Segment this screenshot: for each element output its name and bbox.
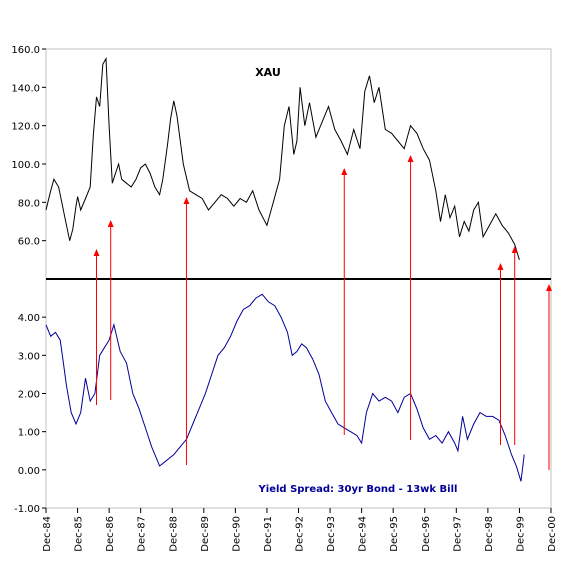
x-tick-label: Dec-92 [295,516,306,552]
x-tick-label: Dec-89 [200,516,211,552]
bottom-y-axis: 4.00 3.00 2.00 1.00 0.00 -1.00 [14,313,46,515]
yield-spread-series [45,293,525,482]
arrow-head [497,263,504,270]
top-plot-area [45,48,552,280]
x-tick-label: Dec-91 [263,516,274,552]
xau-series [45,56,520,260]
x-tick-label: Dec-90 [231,516,242,552]
top-y-tick-label: 120.0 [11,122,40,133]
arrows [93,155,552,470]
arrow-head [546,284,552,291]
x-tick-label: Dec-94 [358,516,369,552]
x-tick-label: Dec-96 [421,516,432,552]
x-tick-label: Dec-87 [137,516,148,552]
bottom-plot-area [45,278,552,509]
x-tick-label: Dec-88 [168,516,179,552]
x-tick-label: Dec-99 [515,516,526,552]
xau-line [45,56,520,260]
arrow-head [341,168,348,175]
x-tick-label: Dec-86 [105,516,116,552]
top-chart-title: XAU [255,66,281,79]
bottom-y-tick-label: 4.00 [18,313,40,324]
arrow-head [107,220,114,227]
bottom-y-tick-label: 2.00 [18,390,40,401]
top-y-tick-label: 60.0 [18,237,40,248]
x-tick-label: Dec-95 [389,516,400,552]
bottom-y-tick-label: -1.00 [14,504,40,515]
x-tick-label: Dec-84 [42,516,53,552]
top-y-tick-label: 100.0 [11,160,40,171]
yield-spread-line [45,293,525,482]
x-axis: Dec-84 Dec-85 Dec-86 Dec-87 Dec-88 Dec-89 Dec-… [42,508,558,552]
top-y-tick-label: 160.0 [11,45,40,56]
x-tick-label: Dec-00 [547,516,558,552]
top-y-tick-label: 80.0 [18,198,40,209]
x-tick-label: Dec-98 [484,516,495,552]
bottom-y-tick-label: 0.00 [18,466,40,477]
arrow-head [93,249,100,256]
x-tick-label: Dec-93 [326,516,337,552]
bottom-chart-annotation: Yield Spread: 30yr Bond - 13wk Bill [258,484,458,495]
arrow-head [511,246,518,253]
arrow-head [407,155,414,162]
bottom-y-tick-label: 1.00 [18,428,40,439]
top-y-tick-label: 140.0 [11,83,40,94]
top-y-axis: 160.0 140.0 120.0 100.0 80.0 60.0 [11,45,46,248]
bottom-y-tick-label: 3.00 [18,351,40,362]
x-tick-label: Dec-85 [74,516,85,552]
x-tick-label: Dec-97 [452,516,463,552]
arrow-head [183,197,190,204]
